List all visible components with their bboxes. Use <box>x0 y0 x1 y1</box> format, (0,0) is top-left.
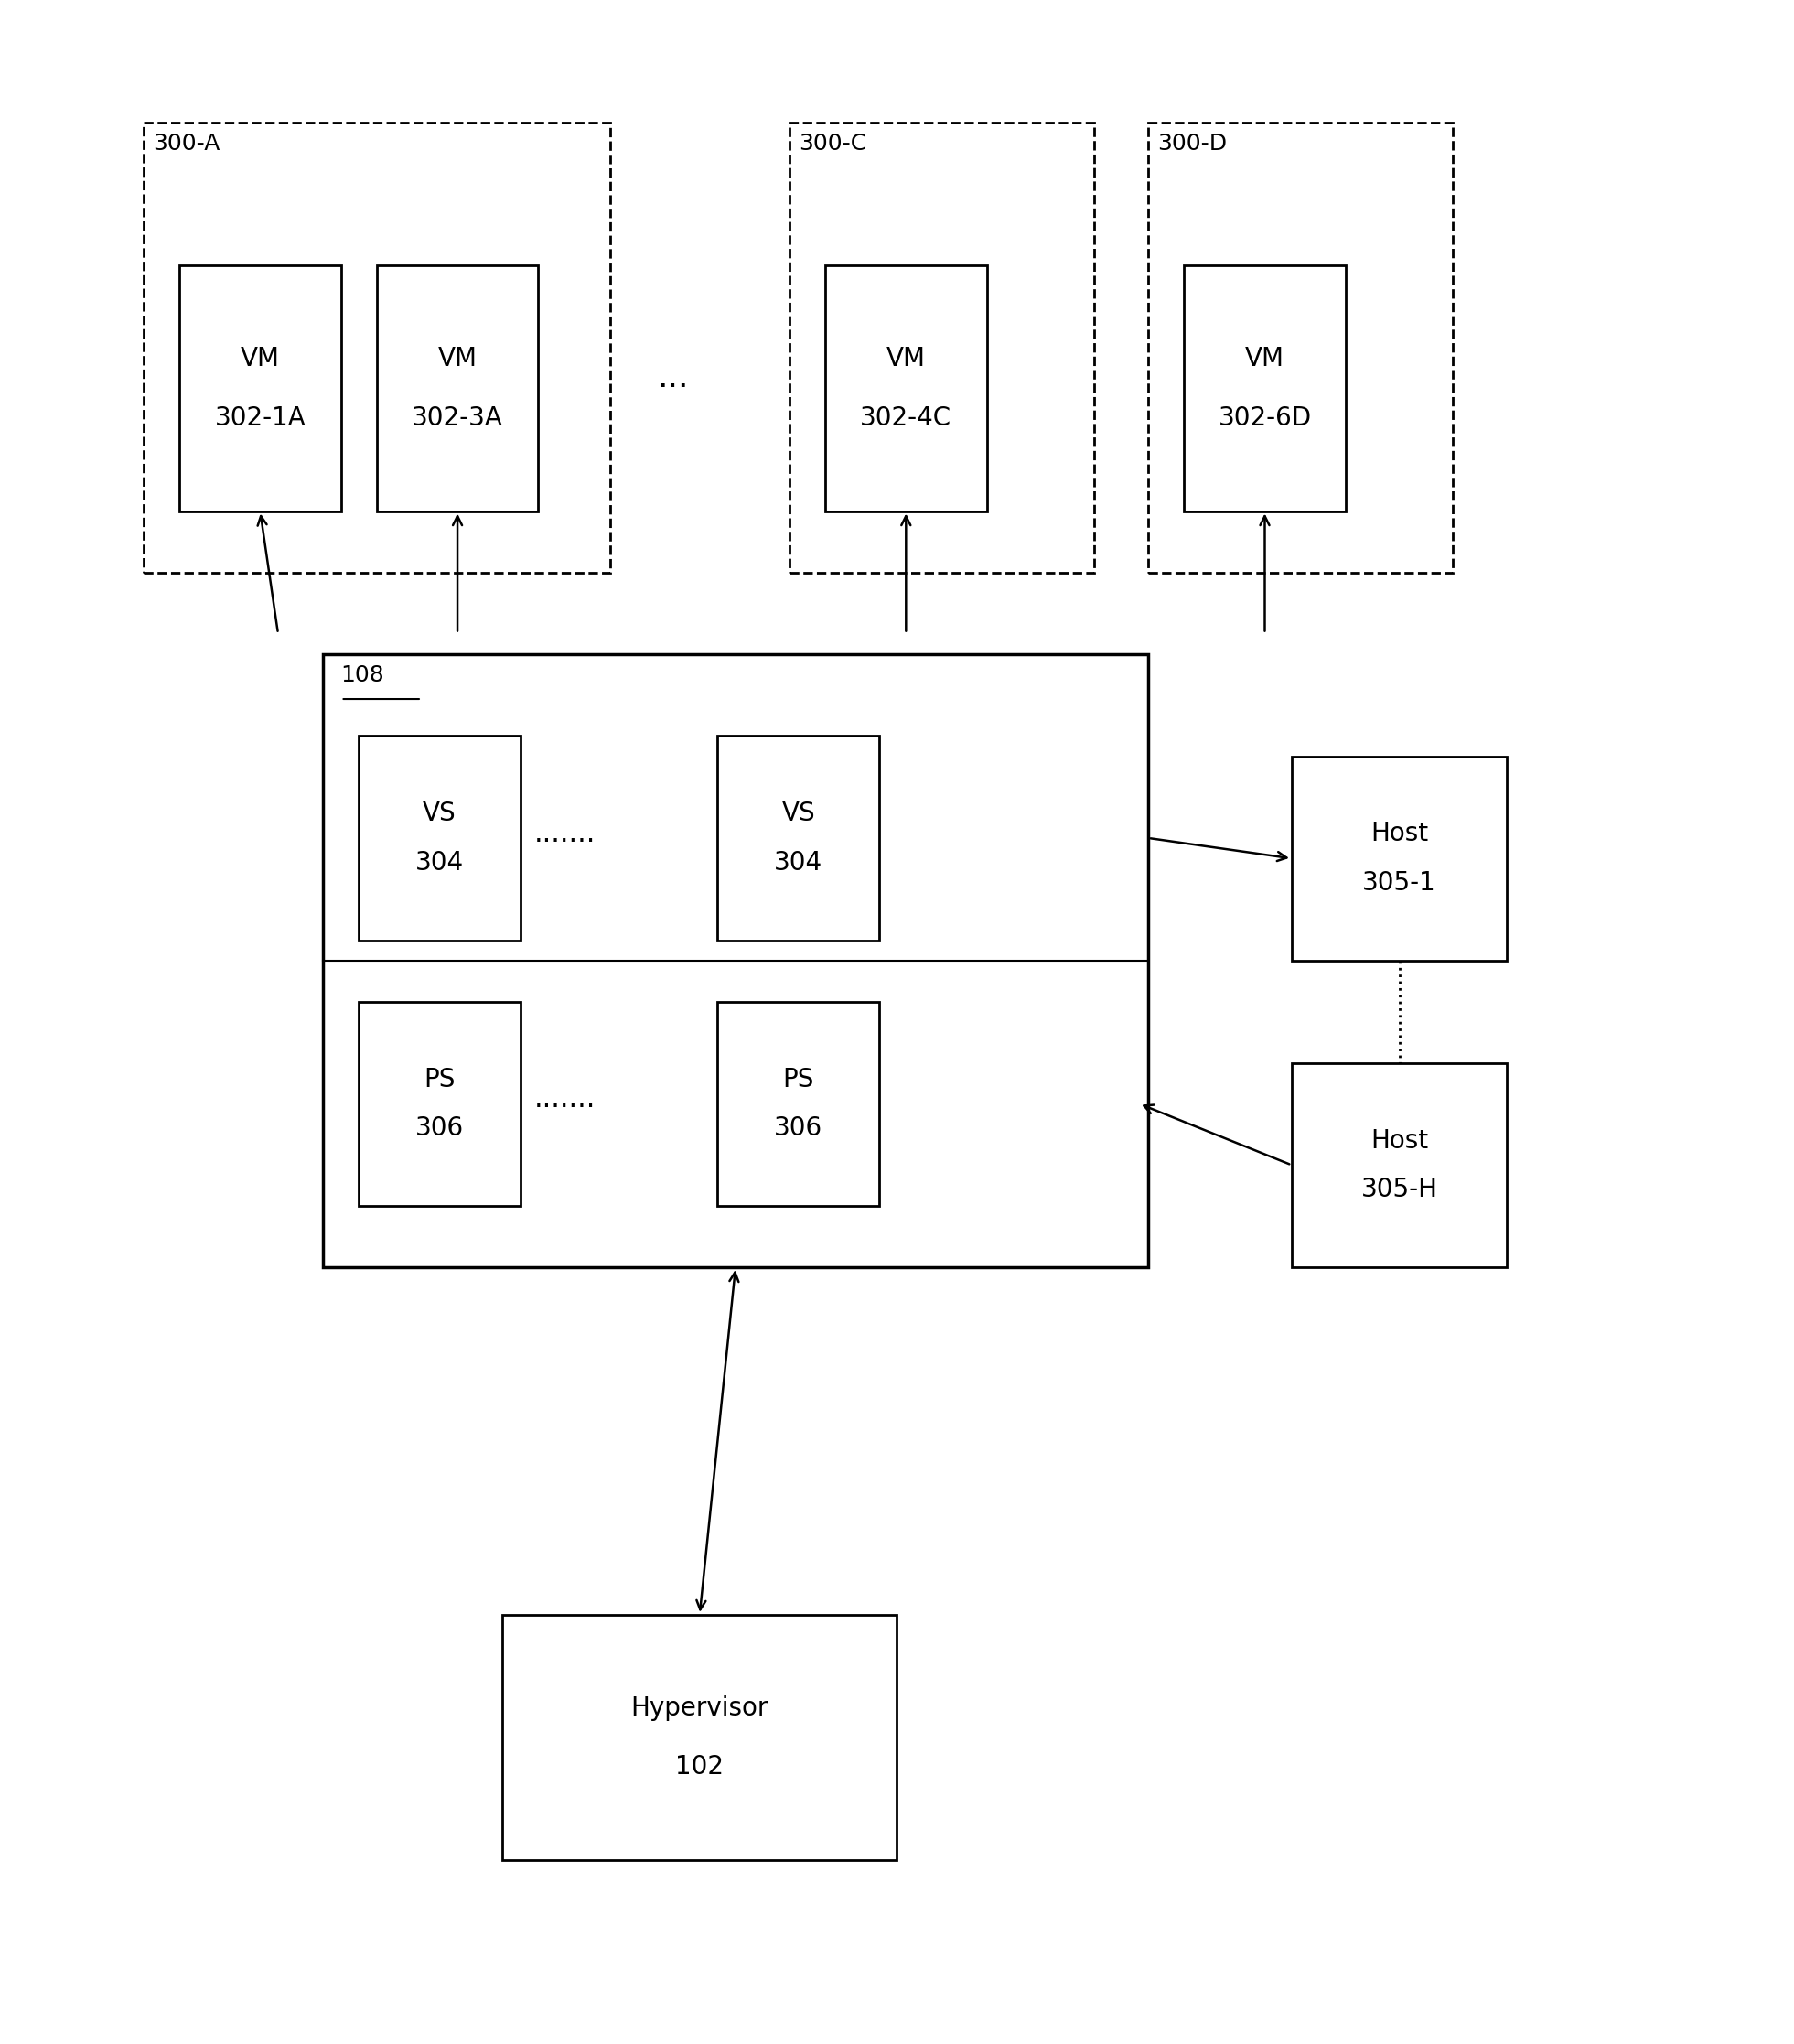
FancyBboxPatch shape <box>789 123 1094 572</box>
Text: 300-D: 300-D <box>1157 133 1227 155</box>
FancyBboxPatch shape <box>1292 756 1507 961</box>
Text: 304: 304 <box>773 850 823 875</box>
FancyBboxPatch shape <box>718 1002 879 1206</box>
Text: 302-1A: 302-1A <box>215 405 305 431</box>
Text: PS: PS <box>423 1067 456 1091</box>
Text: VM: VM <box>886 345 926 372</box>
FancyBboxPatch shape <box>377 266 538 511</box>
Text: 306: 306 <box>773 1116 823 1141</box>
FancyBboxPatch shape <box>502 1615 897 1860</box>
Text: Host: Host <box>1371 822 1428 846</box>
Text: .......: ....... <box>535 1087 596 1112</box>
Text: .......: ....... <box>535 822 596 846</box>
Text: 305-1: 305-1 <box>1362 871 1437 895</box>
Text: VS: VS <box>782 801 814 826</box>
Text: ...: ... <box>657 362 689 394</box>
Text: Hypervisor: Hypervisor <box>631 1694 768 1721</box>
Text: VM: VM <box>240 345 280 372</box>
Text: 304: 304 <box>414 850 465 875</box>
Text: VM: VM <box>1245 345 1285 372</box>
Text: 306: 306 <box>414 1116 465 1141</box>
Text: 302-6D: 302-6D <box>1218 405 1311 431</box>
FancyBboxPatch shape <box>359 1002 520 1206</box>
Text: 108: 108 <box>341 664 384 687</box>
FancyBboxPatch shape <box>1292 1063 1507 1267</box>
Text: 302-3A: 302-3A <box>413 405 502 431</box>
FancyBboxPatch shape <box>359 736 520 940</box>
Text: 300-A: 300-A <box>152 133 219 155</box>
FancyBboxPatch shape <box>144 123 610 572</box>
Text: Host: Host <box>1371 1128 1428 1153</box>
Text: 302-4C: 302-4C <box>859 405 953 431</box>
FancyBboxPatch shape <box>323 654 1148 1267</box>
Text: VM: VM <box>438 345 477 372</box>
Text: VS: VS <box>423 801 456 826</box>
FancyBboxPatch shape <box>179 266 341 511</box>
Text: 102: 102 <box>675 1754 725 1780</box>
FancyBboxPatch shape <box>1148 123 1453 572</box>
FancyBboxPatch shape <box>1184 266 1346 511</box>
Text: 300-C: 300-C <box>798 133 867 155</box>
Text: 305-H: 305-H <box>1362 1177 1437 1202</box>
Text: PS: PS <box>782 1067 814 1091</box>
FancyBboxPatch shape <box>825 266 987 511</box>
FancyBboxPatch shape <box>718 736 879 940</box>
